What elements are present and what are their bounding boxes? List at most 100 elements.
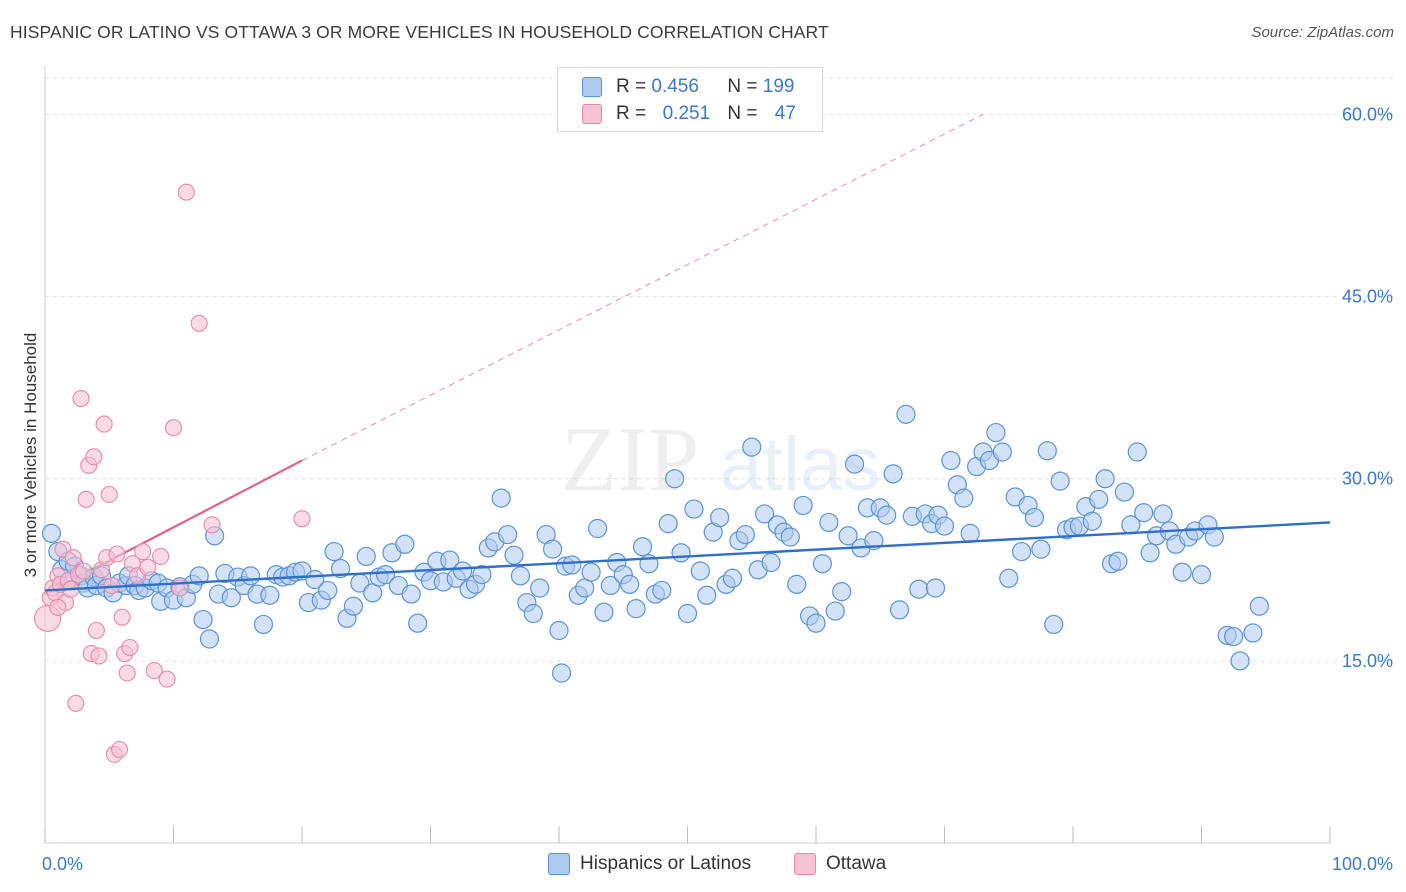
hispanic-trend-line (44, 521, 1331, 592)
tick-labels: 15.0% 30.0% 45.0% 60.0% 0.0% 100.0% (42, 104, 1393, 874)
ottawa-point (49, 598, 67, 616)
hispanic-point (934, 516, 955, 536)
legend-r-label: R = (616, 76, 647, 97)
hispanic-point (1082, 511, 1102, 531)
y-tick-label: 45.0% (1342, 287, 1393, 307)
ottawa-point (158, 670, 176, 688)
hispanic-point (375, 565, 396, 585)
hispanic-point (1204, 527, 1224, 547)
bottom-legend-label: Hispanics or Latinos (580, 853, 752, 874)
hispanic-point (986, 422, 1006, 443)
hispanic-point (542, 539, 563, 559)
legend-row-hispanic: R = 0.456 N = 199 (582, 74, 794, 100)
ottawa-point (77, 490, 95, 508)
hispanic-point (793, 495, 813, 516)
hispanic-point (510, 566, 531, 586)
hispanic-point (1114, 482, 1135, 502)
ottawa-point (90, 647, 108, 665)
hispanic-point (819, 512, 839, 533)
bottom-legend-label: Ottawa (826, 853, 887, 874)
hispanic-point (1224, 626, 1244, 647)
hispanic-point (1024, 507, 1045, 528)
ottawa-point (108, 545, 126, 563)
hispanic-point (41, 523, 62, 543)
y-axis-label: 3 or more Vehicles in Household (21, 332, 40, 578)
hispanic-point (1230, 651, 1250, 671)
legend-n-value: 47 (774, 103, 796, 124)
y-tick-label: 30.0% (1342, 469, 1393, 489)
hispanic-point (754, 504, 775, 524)
hispanic-point (925, 578, 946, 598)
hispanic-point (954, 488, 974, 508)
legend-n-label: N = (727, 76, 758, 97)
ottawa-point (134, 543, 152, 561)
hispanic-point (401, 584, 421, 604)
hispanic-point (253, 614, 274, 635)
hispanic-point (241, 566, 261, 586)
watermark-zip: ZIP (561, 408, 699, 510)
ottawa-point (177, 183, 195, 201)
hispanic-point (722, 568, 743, 588)
hispanic-point (735, 524, 755, 545)
hispanic-point (318, 580, 338, 601)
hispanic-point (587, 518, 608, 539)
bottom-legend-ottawa: Ottawa (794, 851, 886, 877)
hispanic-point (1050, 471, 1070, 491)
ottawa-point (164, 419, 183, 437)
hispanic-point (992, 442, 1012, 462)
hispanic-point (343, 596, 363, 616)
hispanic-point (742, 437, 762, 457)
y-tick-label: 60.0% (1342, 104, 1393, 124)
hispanic-point (690, 561, 710, 581)
hispanic-point (626, 599, 646, 619)
hispanic-point (812, 554, 833, 574)
ottawa-point (190, 314, 208, 332)
hispanic-point (877, 505, 897, 525)
hispanic-point (504, 545, 524, 565)
hispanic-point (941, 450, 961, 471)
y-tick-label: 15.0% (1342, 651, 1393, 671)
hispanic-point (1249, 596, 1269, 616)
hispanic-point (562, 555, 582, 575)
hispanic-point (491, 488, 511, 508)
legend-row-ottawa: R = 0.251 N = 47 (582, 101, 796, 127)
hispanic-point (498, 524, 518, 545)
hispanic-point (620, 574, 640, 594)
hispanic-point (1095, 469, 1115, 489)
hispanic-point (671, 543, 691, 563)
hispanic-point (1089, 489, 1109, 509)
ottawa-point (121, 638, 139, 657)
hispanic-point (883, 464, 903, 484)
bottom-swatch-blue (548, 853, 570, 875)
hispanic-point (472, 565, 492, 585)
legend-n-label: N = (727, 103, 758, 124)
hispanic-point (594, 602, 614, 622)
ottawa-point (72, 390, 90, 408)
ottawa-point (100, 485, 118, 504)
ottawa-point (139, 558, 157, 576)
hispanic-point (999, 568, 1019, 588)
ottawa-point (64, 549, 82, 567)
hispanic-point (453, 561, 473, 581)
hispanic-point (652, 580, 672, 601)
hispanic-point (896, 404, 916, 424)
hispanic-point (1108, 551, 1128, 571)
hispanic-point (806, 613, 826, 633)
ottawa-point (152, 547, 170, 565)
hispanic-point (838, 526, 858, 546)
ottawa-point (75, 562, 93, 580)
hispanic-point (889, 600, 910, 620)
ottawa-point (118, 664, 136, 682)
legend-swatch-blue (582, 77, 602, 97)
ottawa-point (293, 510, 311, 528)
chart-title: HISPANIC OR LATINO VS OTTAWA 3 OR MORE V… (10, 22, 829, 42)
hispanic-point (684, 499, 704, 519)
ottawa-point (203, 516, 221, 534)
ottawa-point (85, 448, 103, 466)
legend-n-value: 199 (762, 76, 795, 97)
bottom-legend-hispanic: Hispanics or Latinos (548, 851, 751, 877)
legend-swatch-pink (582, 104, 602, 124)
hispanic-point (1037, 441, 1057, 461)
hispanic-point (1191, 565, 1212, 585)
